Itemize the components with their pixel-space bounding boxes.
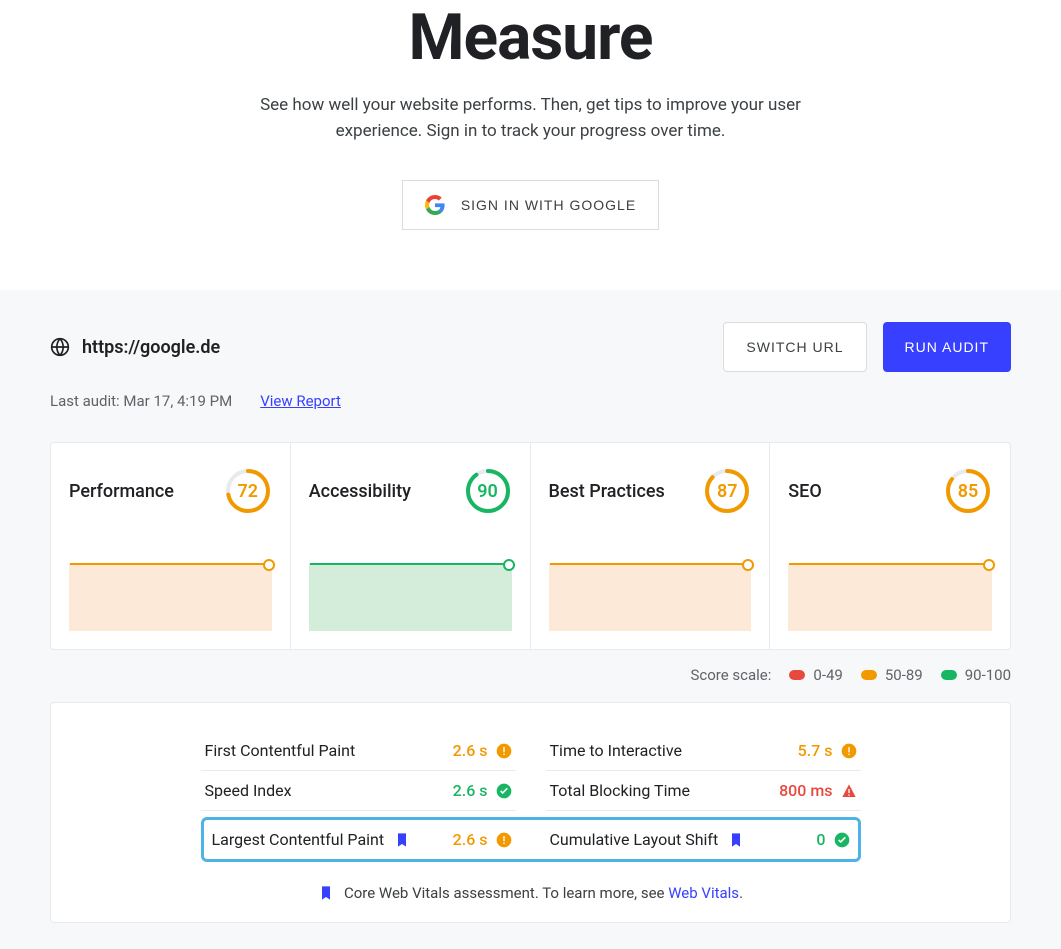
metric-row: Time to Interactive 5.7 s: [546, 731, 861, 771]
metrics-grid: First Contentful Paint 2.6 s Time to Int…: [201, 731, 861, 862]
scale-range: 0-49: [813, 666, 842, 684]
metric-name: Time to Interactive: [550, 741, 682, 760]
signin-label: SIGN IN WITH GOOGLE: [461, 197, 636, 213]
bookmark-icon: [318, 885, 334, 901]
last-audit-label: Last audit: Mar 17, 4:19 PM: [50, 392, 232, 410]
metric-value: 800 ms: [779, 781, 856, 800]
page-title: Measure: [0, 0, 1061, 75]
audited-url: https://google.de: [82, 337, 220, 358]
metrics-panel: First Contentful Paint 2.6 s Time to Int…: [50, 702, 1011, 923]
score-value: 90: [464, 467, 512, 515]
core-web-vitals-footnote: Core Web Vitals assessment. To learn mor…: [51, 884, 1010, 902]
metric-name: Cumulative Layout Shift: [550, 830, 745, 849]
metric-name: First Contentful Paint: [205, 741, 356, 760]
score-ring: 85: [944, 467, 992, 515]
score-title: Best Practices: [549, 481, 665, 502]
run-audit-button[interactable]: RUN AUDIT: [883, 322, 1011, 372]
warn-icon: [496, 743, 512, 759]
metric-value: 2.6 s: [453, 781, 512, 800]
score-cards: Performance 72 Accessibility 90 Be: [50, 442, 1011, 650]
metric-row: Total Blocking Time 800 ms: [546, 771, 861, 811]
view-report-link[interactable]: View Report: [260, 392, 341, 410]
metric-row: Speed Index 2.6 s: [201, 771, 516, 811]
warn-icon: [496, 832, 512, 848]
metric-value: 2.6 s: [453, 741, 512, 760]
scale-dot: [941, 670, 957, 680]
url-block: https://google.de: [50, 337, 220, 358]
metric-row: Cumulative Layout Shift 0: [546, 820, 854, 859]
score-ring: 87: [703, 467, 751, 515]
score-value: 87: [703, 467, 751, 515]
metric-value: 2.6 s: [453, 830, 512, 849]
signin-button[interactable]: SIGN IN WITH GOOGLE: [402, 180, 659, 230]
scale-bucket: 0-49: [789, 666, 842, 684]
score-card[interactable]: Best Practices 87: [531, 443, 771, 649]
score-card[interactable]: Performance 72: [51, 443, 291, 649]
scale-range: 50-89: [885, 666, 923, 684]
metric-row: First Contentful Paint 2.6 s: [201, 731, 516, 771]
dashboard: https://google.de SWITCH URL RUN AUDIT L…: [0, 290, 1061, 949]
score-title: Performance: [69, 481, 174, 502]
action-buttons: SWITCH URL RUN AUDIT: [723, 322, 1011, 372]
check-icon: [496, 783, 512, 799]
hero: Measure See how well your website perfor…: [0, 0, 1061, 290]
metric-name: Speed Index: [205, 781, 292, 800]
score-scale-label: Score scale:: [690, 666, 771, 684]
score-title: SEO: [788, 481, 821, 502]
score-value: 85: [944, 467, 992, 515]
topbar: https://google.de SWITCH URL RUN AUDIT: [50, 322, 1011, 372]
globe-icon: [50, 337, 70, 357]
score-value: 72: [224, 467, 272, 515]
scale-bucket: 50-89: [861, 666, 923, 684]
footnote-period: .: [739, 884, 743, 902]
footnote-text: Core Web Vitals assessment. To learn mor…: [344, 884, 668, 902]
score-card[interactable]: Accessibility 90: [291, 443, 531, 649]
sparkline: [69, 563, 272, 631]
metric-name: Largest Contentful Paint: [212, 830, 411, 849]
scale-bucket: 90-100: [941, 666, 1011, 684]
score-scale: Score scale: 0-49 50-89 90-100: [50, 666, 1011, 684]
sparkline: [309, 563, 512, 631]
score-ring: 90: [464, 467, 512, 515]
check-icon: [834, 832, 850, 848]
scale-dot: [789, 670, 805, 680]
sparkline: [788, 563, 992, 631]
bookmark-icon: [728, 832, 744, 848]
alert-icon: [841, 783, 857, 799]
audit-subline: Last audit: Mar 17, 4:19 PM View Report: [50, 392, 1011, 410]
page-subtitle: See how well your website performs. Then…: [251, 93, 811, 144]
score-title: Accessibility: [309, 481, 411, 502]
metric-value: 5.7 s: [798, 741, 857, 760]
scale-range: 90-100: [965, 666, 1011, 684]
metric-value: 0: [816, 830, 849, 849]
sparkline: [549, 563, 752, 631]
web-vitals-link[interactable]: Web Vitals: [668, 884, 739, 902]
switch-url-button[interactable]: SWITCH URL: [723, 322, 866, 372]
score-card[interactable]: SEO 85: [770, 443, 1010, 649]
highlighted-metrics: Largest Contentful Paint 2.6 s Cumulativ…: [201, 817, 861, 862]
metric-row: Largest Contentful Paint 2.6 s: [208, 820, 516, 859]
scale-dot: [861, 670, 877, 680]
bookmark-icon: [394, 832, 410, 848]
google-icon: [425, 195, 445, 215]
score-ring: 72: [224, 467, 272, 515]
warn-icon: [841, 743, 857, 759]
metric-name: Total Blocking Time: [550, 781, 690, 800]
